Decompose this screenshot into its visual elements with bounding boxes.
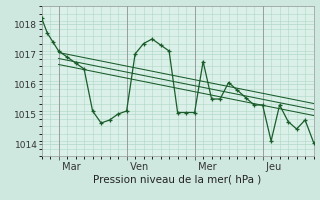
X-axis label: Pression niveau de la mer( hPa ): Pression niveau de la mer( hPa ) [93, 174, 262, 184]
